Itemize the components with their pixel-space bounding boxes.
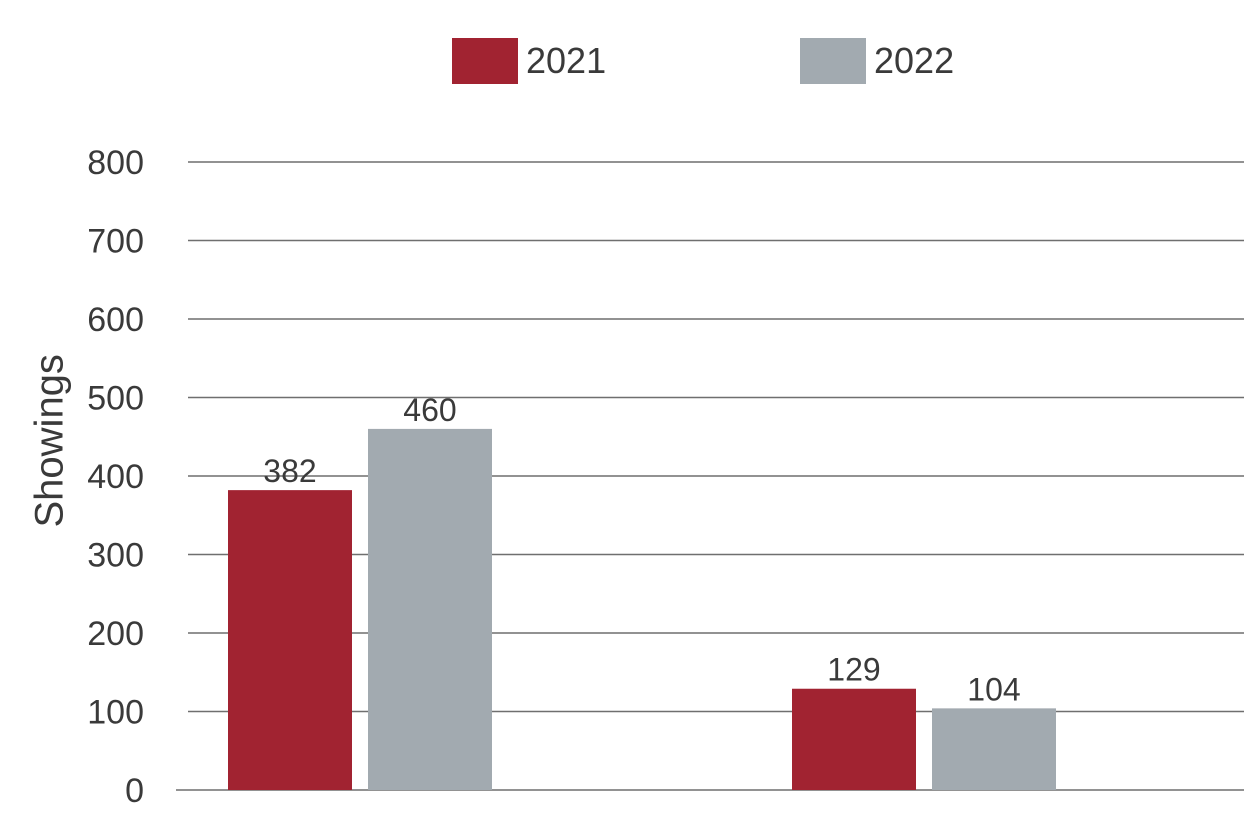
y-tick-label: 100 — [87, 694, 144, 732]
bar-2021-0 — [228, 490, 352, 790]
y-tick-label: 500 — [87, 380, 144, 418]
data-label-2022-0: 460 — [403, 392, 456, 428]
y-tick-label: 800 — [87, 144, 144, 182]
legend-item-2021: 2021 — [452, 38, 606, 84]
data-label-2022-1: 104 — [967, 671, 1020, 707]
y-tick-label: 600 — [87, 301, 144, 339]
legend-swatch-2021 — [452, 38, 518, 84]
y-tick-label: 400 — [87, 458, 144, 496]
bar-2022-1 — [932, 708, 1056, 790]
bar-2021-1 — [792, 688, 916, 790]
y-tick-label: 0 — [125, 772, 144, 810]
y-tick-label: 700 — [87, 223, 144, 261]
legend-label-2022: 2022 — [874, 40, 955, 81]
data-label-2021-1: 129 — [827, 652, 880, 688]
data-label-2021-0: 382 — [263, 453, 316, 489]
y-tick-label: 300 — [87, 537, 144, 575]
legend: 2021 2022 — [0, 38, 1248, 86]
legend-label-2021: 2021 — [526, 40, 607, 81]
legend-item-2022: 2022 — [800, 38, 954, 84]
y-tick-label: 200 — [87, 615, 144, 653]
bar-2022-0 — [368, 428, 492, 790]
legend-swatch-2022 — [800, 38, 866, 84]
